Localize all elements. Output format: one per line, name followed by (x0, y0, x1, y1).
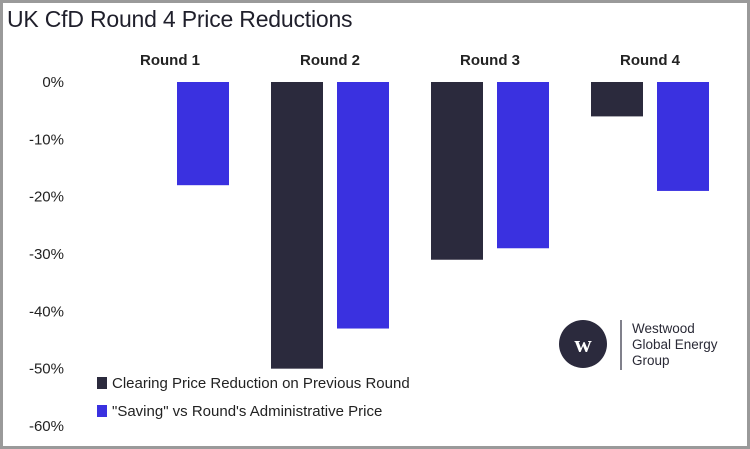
y-tick-label: -30% (29, 246, 64, 263)
bar-saving-round-4 (657, 82, 709, 191)
category-labels: Round 1 Round 2 Round 3 Round 4 (140, 52, 681, 69)
legend-label: Clearing Price Reduction on Previous Rou… (112, 375, 410, 392)
y-tick-label: 0% (42, 74, 64, 91)
westwood-logo: w Westwood Global Energy Group (559, 320, 718, 370)
legend-label: "Saving" vs Round's Administrative Price (112, 403, 382, 420)
logo-line-3: Group (632, 353, 670, 368)
logo-line-1: Westwood (632, 321, 695, 336)
category-label: Round 4 (620, 52, 681, 69)
westwood-logo-letter: w (574, 332, 592, 358)
westwood-w-circle-icon (559, 320, 607, 368)
category-label: Round 3 (460, 52, 520, 69)
legend-swatch (97, 405, 107, 417)
bars (177, 82, 709, 369)
category-label: Round 2 (300, 52, 360, 69)
legend: Clearing Price Reduction on Previous Rou… (97, 375, 410, 420)
bar-clearing-reduction-round-4 (591, 82, 643, 117)
y-tick-label: -20% (29, 189, 64, 206)
bar-clearing-reduction-round-2 (271, 82, 323, 369)
y-tick-label: -50% (29, 361, 64, 378)
logo-line-2: Global Energy (632, 337, 718, 352)
category-label: Round 1 (140, 52, 200, 69)
y-tick-label: -60% (29, 418, 64, 435)
bar-saving-round-2 (337, 82, 389, 329)
y-tick-label: -40% (29, 303, 64, 320)
chart-title: UK CfD Round 4 Price Reductions (7, 6, 353, 32)
bar-saving-round-1 (177, 82, 229, 186)
bar-clearing-reduction-round-3 (431, 82, 483, 260)
y-axis: 0% -10% -20% -30% -40% -50% -60% (29, 74, 64, 435)
y-tick-label: -10% (29, 131, 64, 148)
bar-saving-round-3 (497, 82, 549, 249)
legend-swatch (97, 377, 107, 389)
